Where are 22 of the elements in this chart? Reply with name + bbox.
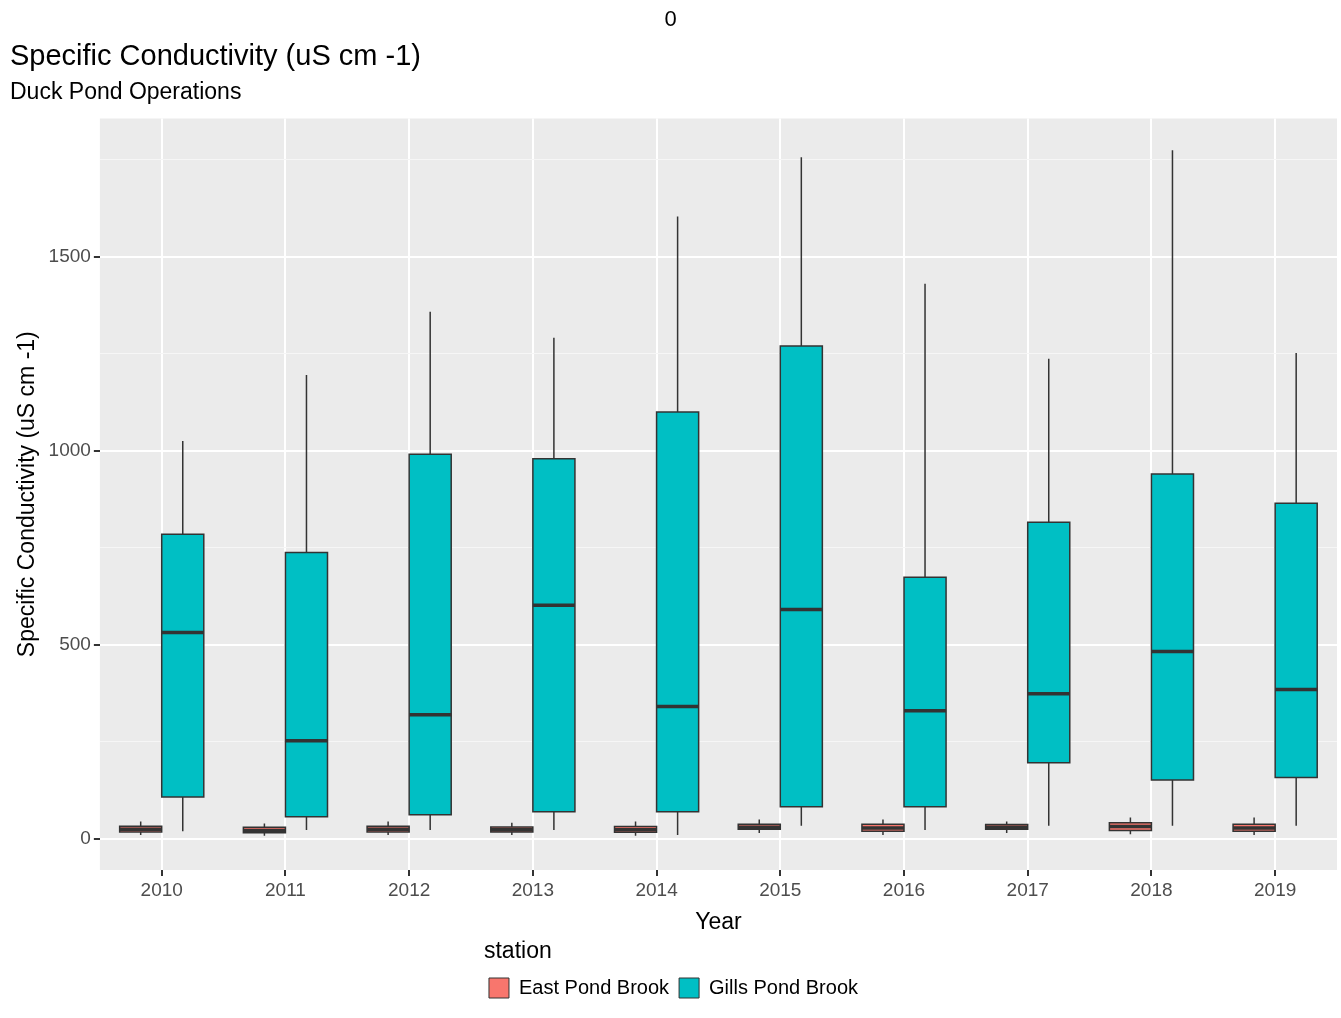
legend-label: Gills Pond Brook [709, 975, 860, 998]
x-tick-label: 2018 [1130, 878, 1173, 900]
y-tick-label: 1000 [48, 438, 91, 460]
legend-label: East Pond Brook [518, 975, 671, 998]
legend-title: station [483, 937, 552, 964]
x-tick-label: 2014 [635, 878, 679, 900]
x-tick-label: 2019 [1254, 878, 1297, 900]
y-tick-label: 1500 [48, 244, 91, 266]
text: 0 [663, 6, 678, 32]
x-tick-label: 2016 [882, 878, 926, 900]
x-tick-label: 2011 [265, 878, 306, 900]
y-tick-label: 0 [80, 827, 91, 849]
x-tick-label: 2012 [388, 878, 431, 900]
x-tick-label: 2017 [1006, 878, 1049, 900]
chart-title: Specific Conductivity (uS cm -1) [10, 39, 421, 72]
x-tick-label: 2010 [140, 878, 183, 900]
x-tick-label: 2013 [511, 878, 554, 900]
x-tick-label: 2015 [759, 878, 802, 900]
chart-subtitle: Duck Pond Operations [10, 77, 242, 104]
y-axis-title: Specific Conductivity (uS cm -1) [13, 331, 40, 658]
y-tick-label: 500 [59, 633, 91, 655]
x-axis-title: Year [695, 907, 742, 934]
